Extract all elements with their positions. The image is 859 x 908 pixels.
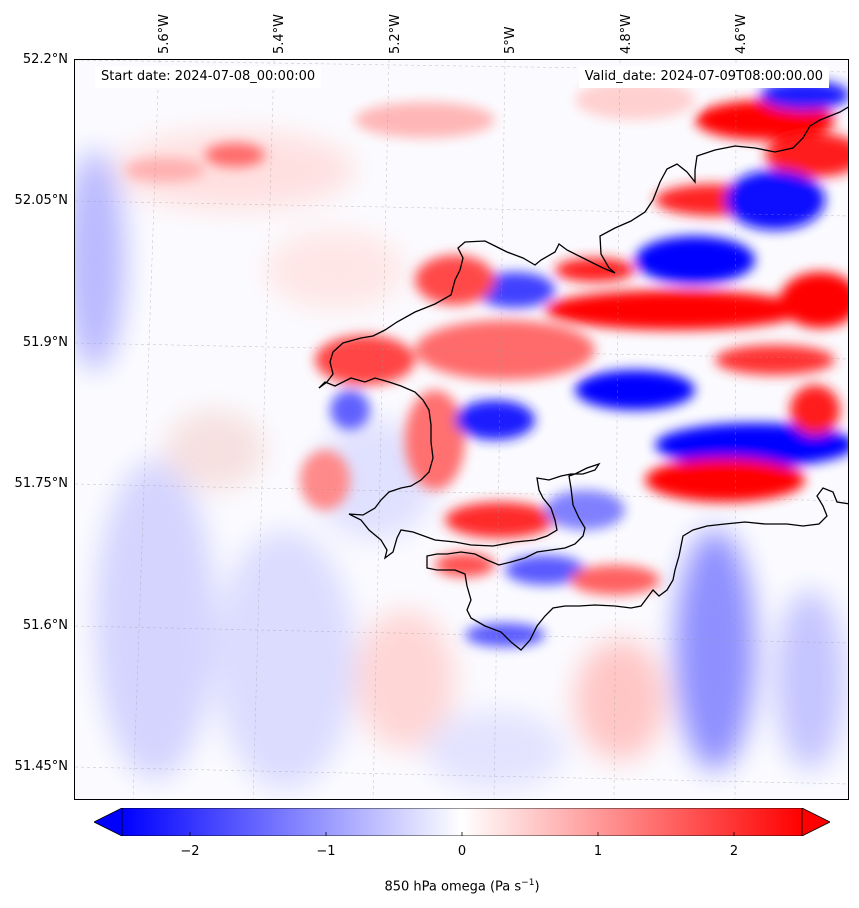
lon-label-4-8w: 4.8°W bbox=[619, 13, 634, 54]
omega-field-map bbox=[75, 60, 848, 799]
strong-omega-cells bbox=[125, 80, 848, 647]
colorbar-title: 850 hPa omega (Pa s−1) bbox=[384, 878, 540, 895]
coastline-south bbox=[318, 377, 848, 651]
lat-label-52-05n: 52.05°N bbox=[14, 193, 68, 208]
colorbar-tick-label: 0 bbox=[457, 844, 467, 859]
valid-date-label: Valid_date: 2024-07-09T08:00:00.00 bbox=[578, 66, 829, 88]
colorbar-scale bbox=[121, 808, 803, 836]
colorbar-extend-max bbox=[801, 808, 830, 836]
colorbar-tick-label: 2 bbox=[729, 844, 739, 859]
colorbar-tick-label: 1 bbox=[593, 844, 603, 859]
lon-label-5-4w: 5.4°W bbox=[272, 13, 287, 54]
start-date-label: Start date: 2024-07-08_00:00:00 bbox=[95, 66, 322, 88]
colorbar bbox=[94, 808, 830, 836]
lat-label-51-9n: 51.9°N bbox=[22, 335, 68, 350]
lon-label-4-6w: 4.6°W bbox=[734, 13, 749, 54]
colorbar-tick-label: −2 bbox=[180, 844, 200, 859]
map-panel bbox=[74, 59, 849, 800]
lat-label-51-6n: 51.6°N bbox=[22, 618, 68, 633]
weak-omega-field bbox=[75, 130, 845, 790]
lon-label-5-2w: 5.2°W bbox=[388, 13, 403, 54]
lat-label-51-45n: 51.45°N bbox=[14, 759, 68, 774]
coastline bbox=[318, 106, 848, 389]
lon-label-5w: 5°W bbox=[503, 26, 518, 54]
lon-label-5-6w: 5.6°W bbox=[157, 13, 172, 54]
lat-label-51-75n: 51.75°N bbox=[14, 476, 68, 491]
lat-label-52-2n: 52.2°N bbox=[22, 52, 68, 67]
colorbar-tick-label: −1 bbox=[316, 844, 336, 859]
colorbar-extend-min bbox=[94, 808, 123, 836]
